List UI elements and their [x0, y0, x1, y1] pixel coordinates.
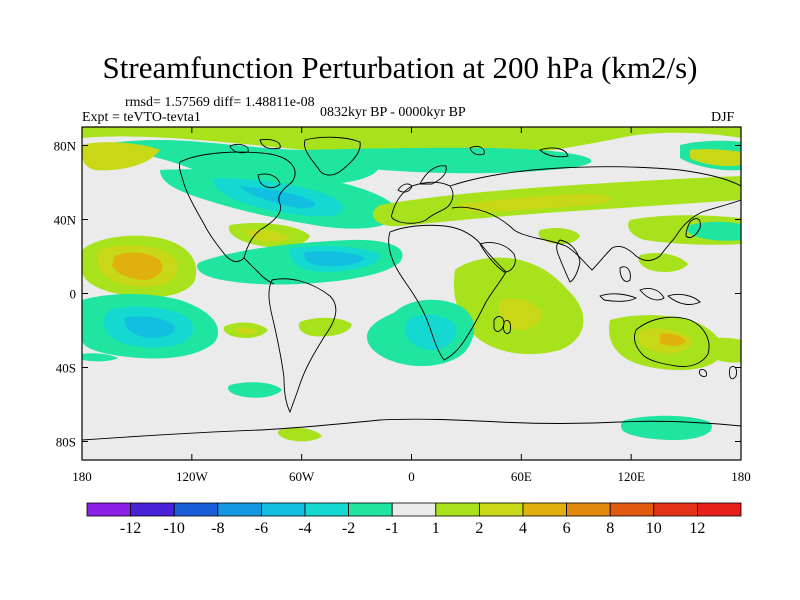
colorbar-label: -1: [386, 520, 399, 537]
lon-tick-label: 60E: [511, 469, 532, 484]
colorbar-label: -2: [342, 520, 355, 537]
colorbar-label: 4: [519, 520, 527, 537]
colorbar-label: 2: [475, 520, 483, 537]
lat-tick-label: 0: [70, 287, 77, 302]
colorbar-label: 1: [432, 520, 440, 537]
colorbar-swatch: [260, 502, 306, 517]
colorbar-swatch: [304, 502, 349, 517]
colorbar-label: 10: [646, 520, 662, 537]
colorbar-label: 6: [563, 520, 571, 537]
lat-tick-label: 40N: [54, 213, 77, 228]
colorbar-swatch: [609, 502, 655, 517]
lat-tick-label: 80S: [56, 435, 76, 450]
lon-tick-label: 180: [72, 469, 92, 484]
colorbar-swatch: [217, 502, 262, 517]
colorbar-label: -6: [255, 520, 268, 537]
colorbar-swatch: [697, 502, 742, 517]
colorbar-label: 12: [689, 520, 705, 537]
colorbar-swatch: [348, 502, 393, 517]
lon-tick-label: 120W: [176, 469, 209, 484]
colorbar-label: -8: [211, 520, 224, 537]
colorbar-swatch: [435, 502, 480, 517]
season-label: DJF: [711, 110, 735, 125]
plot-title: Streamfunction Perturbation at 200 hPa (…: [102, 50, 698, 85]
period-label: 0832kyr BP - 0000kyr BP: [320, 105, 466, 120]
coastlines: [82, 136, 741, 441]
colorbar: -12 -10 -8 -6 -4 -2 -1 1 2 4 6 8 10 12: [86, 502, 742, 537]
colorbar-swatch: [391, 502, 437, 517]
lon-tick-label: 180: [731, 469, 751, 484]
lat-axis: 80N 40N 0 40S 80S: [54, 139, 741, 450]
colorbar-label: 8: [606, 520, 614, 537]
lat-tick-label: 40S: [56, 361, 76, 376]
colorbar-swatch: [478, 502, 524, 517]
lat-tick-label: 80N: [54, 139, 77, 154]
colorbar-swatch: [653, 502, 698, 517]
lon-axis: 180 120W 60W 0 60E 120E 180: [72, 127, 751, 484]
colorbar-swatch: [86, 502, 131, 517]
lon-tick-label: 60W: [289, 469, 315, 484]
colorbar-swatch: [173, 502, 219, 517]
colorbar-label: -4: [298, 520, 311, 537]
contour-fill: [82, 127, 741, 442]
lon-tick-label: 0: [408, 469, 415, 484]
lon-tick-label: 120E: [617, 469, 645, 484]
colorbar-label: -12: [120, 520, 141, 537]
stats-label: rmsd= 1.57569 diff= 1.48811e-08: [125, 95, 315, 110]
experiment-label: Expt = teVTO-tevta1: [82, 110, 201, 125]
colorbar-swatch: [566, 502, 611, 517]
colorbar-label: -10: [164, 520, 185, 537]
colorbar-swatch: [522, 502, 567, 517]
colorbar-swatch: [130, 502, 175, 517]
